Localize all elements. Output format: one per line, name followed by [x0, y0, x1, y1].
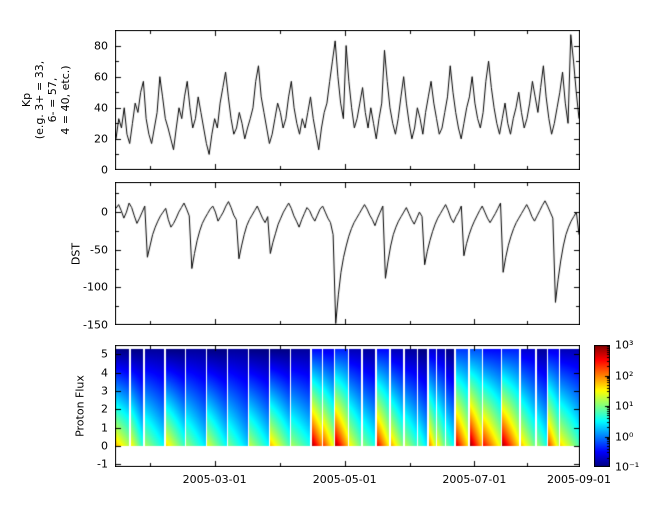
- y-tick-label: 0: [101, 163, 108, 177]
- y-tick-label: 3: [101, 384, 108, 398]
- y-tick-label: 2: [101, 402, 108, 416]
- y-tick-label: -150: [83, 318, 108, 332]
- y-tick-label: 20: [94, 132, 108, 146]
- proton-flux-axis-label: Proton Flux: [73, 375, 87, 437]
- y-tick-label: 4: [101, 366, 108, 380]
- kp-plot: [115, 30, 580, 170]
- colorbar-tick-label: 10³: [615, 338, 634, 352]
- colorbar: [594, 345, 610, 467]
- x-tick-label: 2005-05-01: [312, 473, 377, 486]
- y-tick-label: -100: [83, 280, 108, 294]
- y-tick-label: -1: [97, 457, 108, 471]
- dst-plot: [115, 182, 580, 325]
- y-tick-label: 5: [101, 347, 108, 361]
- colorbar-tick-label: 10²: [615, 369, 634, 382]
- colorbar-tick-label: 10¹: [615, 399, 634, 413]
- x-tick-label: 2005-09-01: [547, 473, 611, 486]
- y-tick-label: 0: [101, 439, 108, 453]
- colorbar-tick-label: 10⁻¹: [615, 460, 640, 474]
- y-tick-label: 1: [101, 421, 108, 435]
- colorbar-tick-label: 10⁰: [615, 430, 634, 443]
- proton-flux-heatmap: [115, 345, 580, 467]
- y-tick-label: 0: [101, 205, 108, 219]
- y-tick-label: 40: [94, 101, 108, 115]
- y-tick-label: 60: [94, 70, 108, 84]
- dst-axis-label: DST: [69, 242, 83, 265]
- x-tick-label: 2005-03-01: [182, 473, 247, 486]
- kp-axis-label: Kp (e.g. 3+ = 33, 6- = 57, 4 = 40, etc.): [20, 60, 72, 140]
- y-tick-label: 80: [94, 39, 108, 53]
- y-tick-label: -50: [90, 243, 108, 257]
- x-tick-label: 2005-07-01: [442, 473, 507, 486]
